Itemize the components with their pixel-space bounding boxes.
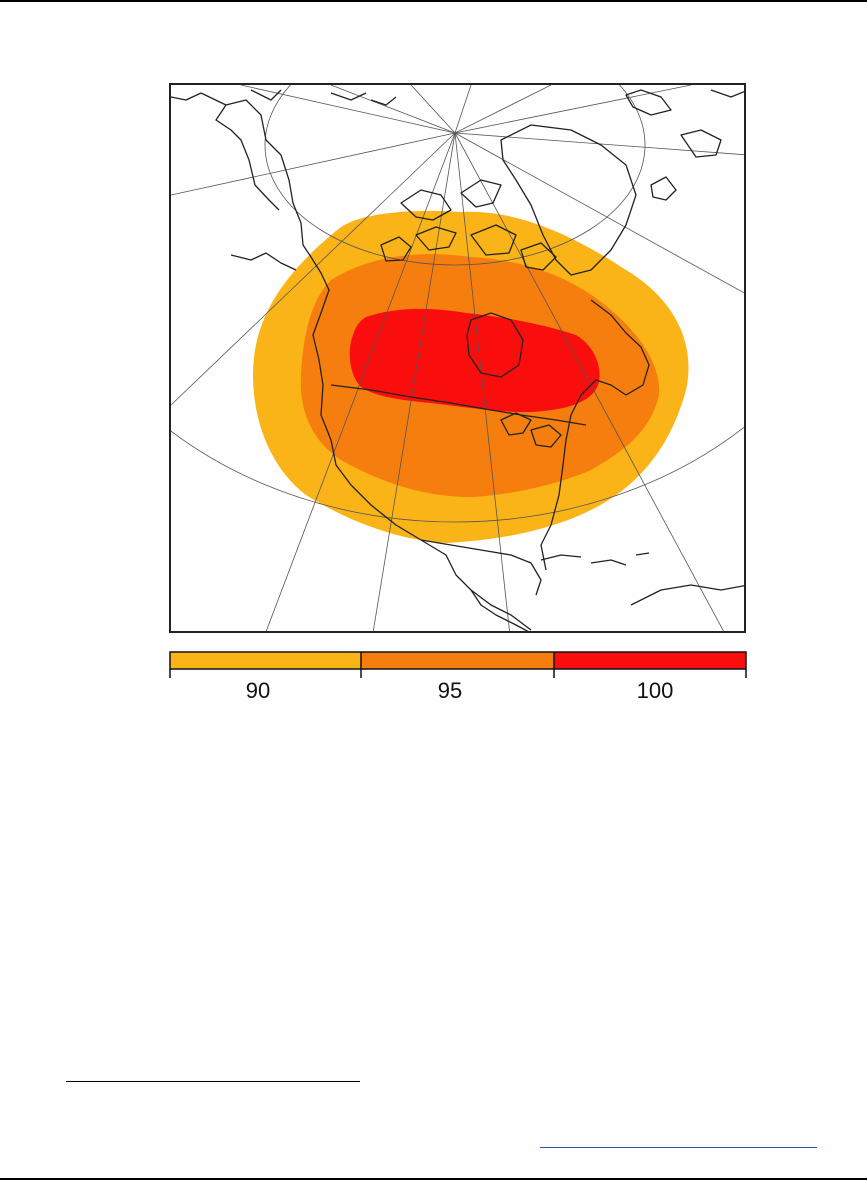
map-canvas — [171, 85, 744, 631]
page-bottom-rule — [0, 1178, 867, 1180]
legend-label-100: 100 — [636, 678, 674, 703]
page-top-rule — [0, 0, 867, 2]
legend-outline — [169, 651, 747, 670]
color-legend — [169, 651, 747, 678]
map-panel — [169, 83, 746, 633]
legend-swatch-100 — [554, 652, 746, 669]
coastlines — [171, 89, 744, 631]
legend-swatch-90 — [170, 652, 361, 669]
footnote-link-underline[interactable] — [540, 1147, 817, 1148]
legend-swatch-95 — [361, 652, 554, 669]
legend-label-90: 90 — [245, 678, 271, 703]
legend-label-95: 95 — [437, 678, 463, 703]
zone-100 — [349, 308, 600, 413]
footnote-separator — [66, 1081, 360, 1082]
